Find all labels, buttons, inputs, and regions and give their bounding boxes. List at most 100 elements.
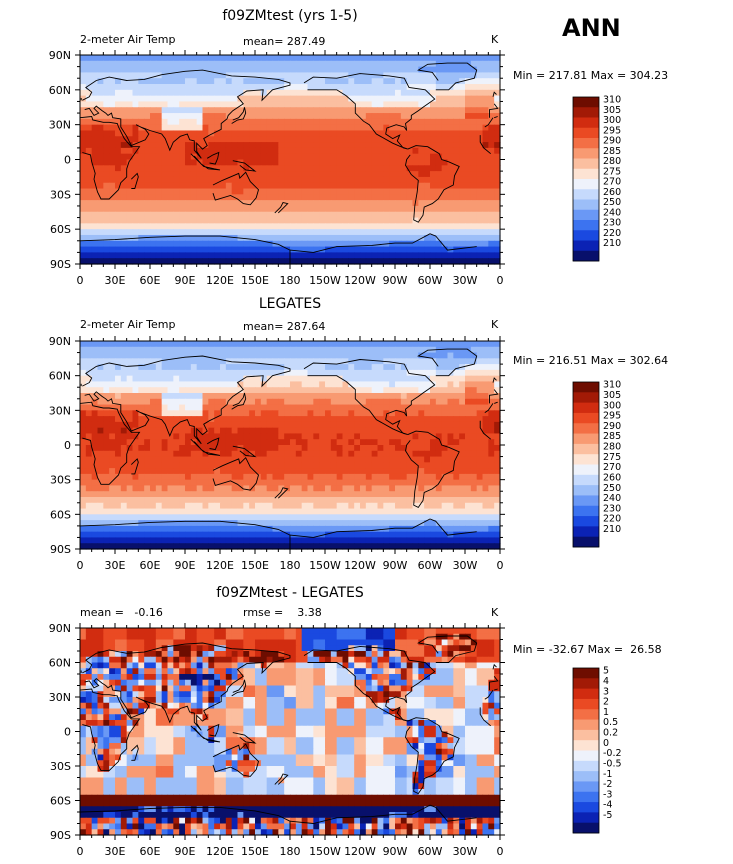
heatmap-cell (225, 78, 233, 85)
heatmap-cell (161, 200, 169, 207)
heatmap-cell (266, 217, 274, 224)
heatmap-cell (424, 78, 431, 85)
heatmap-cell (202, 113, 209, 120)
heatmap-cell (360, 136, 367, 143)
heatmap-cell (214, 136, 221, 143)
heatmap-cell (85, 346, 93, 354)
heatmap-cell (389, 101, 396, 108)
heatmap-cell (400, 375, 408, 383)
heatmap-cell (237, 393, 244, 400)
heatmap-cell (97, 113, 104, 120)
heatmap-cell (319, 142, 326, 149)
heatmap-cell (330, 165, 338, 172)
heatmap-cell (482, 450, 489, 458)
heatmap-cell (225, 439, 233, 446)
heatmap-cell (400, 182, 408, 190)
heatmap-cell (400, 124, 408, 132)
heatmap-cell (465, 84, 472, 91)
heatmap-cell (371, 246, 379, 253)
heatmap-cell (424, 200, 431, 207)
heatmap-cell (202, 485, 209, 492)
heatmap-cell (412, 72, 419, 79)
heatmap-cell (470, 101, 478, 108)
heatmap-cell (208, 404, 215, 411)
heatmap-cell (179, 223, 186, 230)
heatmap-cell (278, 381, 285, 388)
heatmap-cell (132, 95, 139, 103)
heatmap-cell (389, 84, 396, 91)
heatmap-cell (231, 229, 239, 236)
heatmap-cell (377, 381, 384, 388)
heatmap-cell (476, 130, 484, 137)
heatmap-cell (342, 240, 349, 248)
heatmap-cell (132, 142, 139, 149)
heatmap-cell (371, 124, 379, 132)
heatmap-cell (447, 346, 454, 354)
heatmap-cell (383, 205, 390, 213)
heatmap-cell (214, 462, 221, 469)
heatmap-cell (260, 364, 268, 371)
heatmap-cell (395, 153, 402, 161)
heatmap-cell (266, 229, 274, 236)
heatmap-cell (272, 89, 279, 97)
heatmap-cell (91, 159, 99, 166)
heatmap-cell (196, 205, 204, 213)
heatmap-cell (167, 341, 174, 348)
heatmap-cell (126, 171, 134, 178)
heatmap-cell (406, 200, 414, 207)
heatmap-cell (225, 468, 233, 475)
heatmap-cell (400, 456, 408, 463)
heatmap-cell (120, 66, 128, 74)
heatmap-cell (272, 497, 279, 504)
heatmap-cell (196, 491, 204, 498)
heatmap-cell (348, 433, 355, 440)
heatmap-cell (290, 118, 297, 126)
heatmap-cell (266, 60, 274, 68)
heatmap-cell (348, 421, 355, 429)
heatmap-cell (400, 188, 408, 195)
heatmap-cell (295, 234, 303, 242)
heatmap-cell (173, 393, 180, 400)
heatmap-cell (295, 182, 303, 190)
heatmap-cell (97, 95, 104, 103)
heatmap-cell (196, 101, 204, 108)
heatmap-cell (80, 217, 87, 224)
heatmap-cell (138, 404, 145, 411)
heatmap-cell (482, 205, 489, 213)
heatmap-cell (371, 234, 379, 242)
heatmap-cell (476, 456, 484, 463)
heatmap-cell (482, 421, 489, 429)
heatmap-cell (80, 364, 87, 371)
heatmap-cell (412, 468, 419, 475)
heatmap-cell (255, 229, 262, 236)
heatmap-cell (173, 78, 180, 85)
heatmap-cell (85, 404, 93, 411)
heatmap-cell (307, 124, 314, 132)
heatmap-cell (237, 497, 244, 504)
heatmap-cell (494, 188, 501, 195)
heatmap-cell (80, 445, 87, 452)
heatmap-cell (313, 404, 320, 411)
heatmap-cell (225, 118, 233, 126)
heatmap-cell (214, 72, 221, 79)
heatmap-cell (371, 153, 379, 161)
heatmap-cell (103, 211, 110, 219)
heatmap-cell (336, 205, 344, 213)
heatmap-cell (459, 398, 466, 406)
heatmap-cell (214, 234, 221, 242)
heatmap-cell (179, 456, 186, 463)
heatmap-cell (266, 194, 274, 201)
heatmap-cell (161, 84, 169, 91)
heatmap-cell (482, 159, 489, 166)
heatmap-cell (313, 369, 320, 377)
heatmap-cell (354, 66, 361, 74)
heatmap-cell (161, 60, 169, 68)
heatmap-cell (447, 491, 454, 498)
heatmap-cell (435, 234, 443, 242)
heatmap-cell (470, 118, 478, 126)
heatmap-cell (161, 205, 169, 213)
heatmap-cell (354, 358, 361, 365)
heatmap-cell (214, 118, 221, 126)
heatmap-cell (85, 508, 93, 515)
heatmap-cell (185, 240, 192, 248)
